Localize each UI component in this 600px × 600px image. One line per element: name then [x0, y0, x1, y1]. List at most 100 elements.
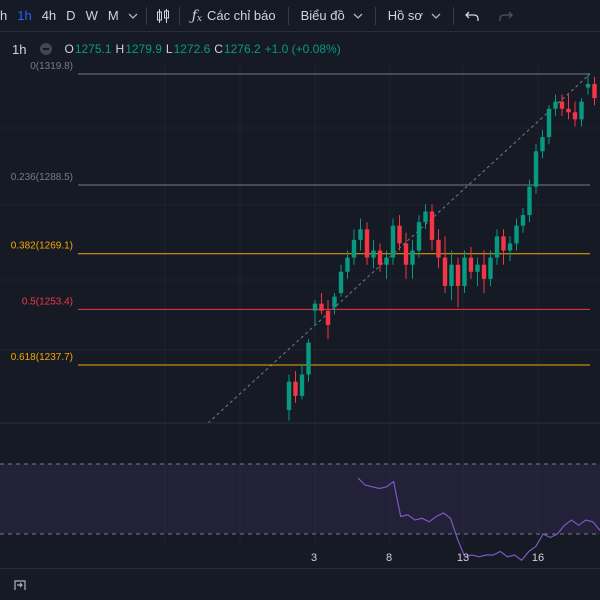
- candle-body: [371, 250, 376, 258]
- profile-menu-label: Hồ sơ: [387, 8, 423, 23]
- toolbar-divider: [452, 6, 454, 25]
- timeframe-m[interactable]: M: [107, 8, 119, 23]
- redo-icon[interactable]: [498, 9, 514, 23]
- candle-body: [410, 250, 415, 265]
- legend-low: 1272.6: [173, 42, 211, 56]
- candle-body: [566, 108, 571, 113]
- candle-body: [579, 101, 584, 120]
- candle-body: [299, 374, 305, 396]
- candle-body: [351, 239, 357, 258]
- candlestick-type-icon[interactable]: [155, 8, 171, 24]
- rsi-band: [0, 464, 600, 534]
- candle-body: [429, 211, 435, 240]
- bottom-toolbar: [0, 568, 600, 600]
- candle-body: [585, 83, 591, 88]
- profile-menu-button[interactable]: Hồ sơ: [384, 8, 445, 23]
- toolbar-divider: [145, 6, 147, 25]
- legend-close: 1276.2: [223, 42, 261, 56]
- timeframe-partial-h[interactable]: h: [0, 8, 8, 23]
- toolbar-divider: [374, 6, 376, 25]
- candle-body: [325, 310, 331, 325]
- candle-body: [384, 257, 389, 265]
- candle-body: [397, 225, 402, 244]
- candle-body: [312, 303, 318, 311]
- fib-level-label: 0.382(1269.1): [11, 241, 73, 252]
- legend-close-key: C: [214, 42, 223, 56]
- ohlc-legend: 1h O 1275.1 H 1279.9 L 1272.6 C 1276.2 +1.0 …: [0, 40, 345, 58]
- candle-body: [319, 303, 324, 311]
- legend-high-key: H: [115, 42, 125, 56]
- candle-body: [468, 257, 474, 272]
- candle-body: [553, 101, 558, 109]
- candle-body: [475, 264, 480, 272]
- legend-toggle-icon[interactable]: [40, 43, 53, 55]
- candle-body: [377, 250, 383, 265]
- candle-body: [559, 101, 565, 109]
- candle-body: [293, 381, 298, 396]
- candle-body: [488, 257, 493, 279]
- legend-high: 1279.9: [125, 42, 162, 56]
- timeframe-menu-chevron-down-icon[interactable]: [128, 11, 138, 21]
- candle-body: [494, 236, 500, 258]
- date-range-icon[interactable]: [12, 577, 28, 593]
- candle-body: [514, 225, 519, 244]
- timeframe-d[interactable]: D: [66, 8, 76, 23]
- candle-body: [390, 225, 396, 258]
- candle-body: [546, 108, 552, 138]
- candle-body: [338, 271, 344, 294]
- candle-body: [533, 151, 539, 187]
- legend-change: +1.0 (+0.08%): [264, 42, 341, 56]
- toolbar-divider: [178, 6, 180, 25]
- legend-open: 1275.1: [74, 42, 112, 56]
- candle-body: [306, 342, 311, 375]
- fib-level-label: 0.618(1237.7): [11, 352, 73, 363]
- candle-body: [345, 257, 350, 272]
- candle-body: [436, 239, 441, 258]
- candle-body: [520, 215, 526, 226]
- legend-open-key: O: [64, 42, 74, 56]
- timeframe-4h[interactable]: 4h: [41, 8, 57, 23]
- fibonacci-retracement: 0(1319.8) 0.236(1288.5) 0.382(1269.1) 0.5(1…: [11, 61, 590, 366]
- time-axis-tick-label: 13: [457, 552, 469, 564]
- time-axis-tick-label: 16: [532, 552, 544, 564]
- undo-icon[interactable]: [464, 9, 480, 23]
- candle-body: [462, 257, 467, 286]
- fib-level-label: 0(1319.8): [30, 61, 73, 72]
- fib-level-label: 0.236(1288.5): [11, 172, 73, 183]
- candle-body: [423, 211, 428, 223]
- price-chart[interactable]: 0(1319.8) 0.236(1288.5) 0.382(1269.1) 0.5(1…: [0, 0, 600, 568]
- candle-body: [507, 243, 513, 251]
- chevron-down-icon: [431, 11, 441, 21]
- legend-interval: 1h: [12, 41, 27, 57]
- candle-body: [540, 137, 545, 152]
- toolbar-divider: [287, 6, 289, 25]
- candle-body: [481, 264, 487, 279]
- candle-body: [442, 257, 448, 286]
- candle-body: [592, 83, 597, 99]
- candle-body: [286, 381, 292, 411]
- chevron-down-icon: [353, 11, 363, 21]
- candle-body: [501, 236, 506, 251]
- legend-low-key: L: [165, 42, 173, 56]
- candle-body: [449, 264, 454, 286]
- chart-menu-label: Biểu đồ: [300, 8, 345, 23]
- candle-body: [527, 186, 532, 216]
- candle-body: [572, 112, 578, 120]
- time-axis: 3 8 13 16: [311, 552, 544, 564]
- timeframe-w[interactable]: W: [85, 8, 98, 23]
- candle-body: [455, 264, 461, 286]
- chart-grid: [0, 62, 600, 545]
- time-axis-tick-label: 8: [386, 552, 392, 564]
- indicators-label: Các chỉ báo: [206, 8, 276, 23]
- candlestick-series: [286, 73, 597, 421]
- candle-body: [403, 243, 409, 265]
- chart-menu-button[interactable]: Biểu đồ: [297, 8, 367, 23]
- fib-level-label: 0.5(1253.4): [22, 296, 73, 307]
- rsi-line: [357, 477, 600, 562]
- candle-body: [364, 229, 370, 258]
- timeframe-1h[interactable]: 1h: [17, 8, 32, 23]
- candle-body: [332, 296, 337, 308]
